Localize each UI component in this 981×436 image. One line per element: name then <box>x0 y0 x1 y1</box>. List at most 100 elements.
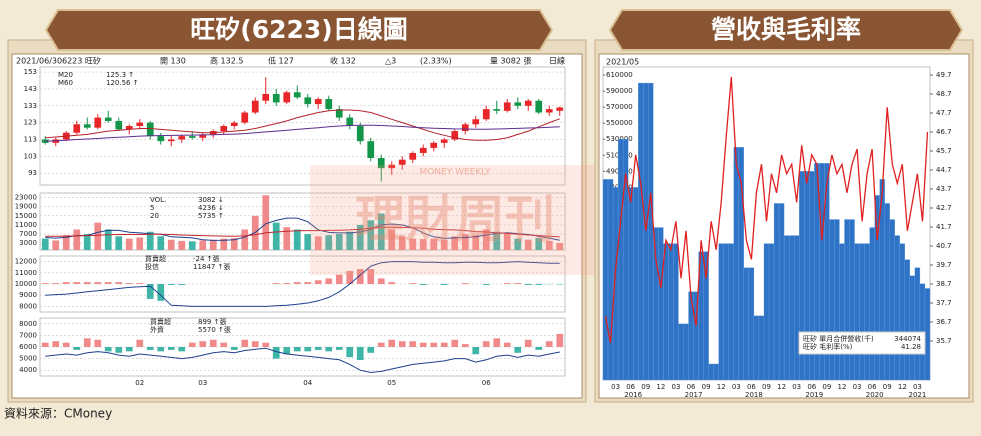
legend-value: -24 ↑張 <box>193 255 220 263</box>
y2-tick-label: 35.7 <box>936 337 952 345</box>
bar <box>115 282 123 284</box>
bar <box>262 195 270 250</box>
quote-item: (2.33%) <box>420 57 452 66</box>
bar <box>663 243 669 381</box>
y-tick-label: 143 <box>24 85 37 93</box>
bar <box>430 342 438 347</box>
x-tick-label: 12 <box>717 383 726 391</box>
x-tick-label: 06 <box>687 383 696 391</box>
plot-area <box>39 192 566 251</box>
bar <box>293 347 301 352</box>
y-tick-label: 133 <box>24 102 37 110</box>
bar <box>94 282 102 284</box>
bar <box>335 347 343 350</box>
bar <box>859 243 865 381</box>
bar <box>115 347 123 353</box>
bar <box>419 239 427 250</box>
x-tick-label: 09 <box>641 383 650 391</box>
legend-name: 買賣超 <box>145 254 166 263</box>
candle-body <box>157 136 165 142</box>
legend-name: 買賣超 <box>150 317 171 326</box>
year-label: 2017 <box>685 391 703 399</box>
quote-item: 低 127 <box>268 56 294 66</box>
bar <box>607 179 614 381</box>
bar <box>493 338 501 347</box>
bar <box>62 342 70 347</box>
y-tick-label: 123 <box>24 119 37 127</box>
bar <box>482 229 490 250</box>
x-tick-label: 06 <box>747 383 756 391</box>
bar <box>535 238 543 250</box>
bar <box>440 284 448 285</box>
bar <box>388 282 396 284</box>
bar <box>356 269 364 284</box>
legend-name: 旺矽 毛利率(%) <box>803 342 853 351</box>
bar <box>844 219 850 381</box>
bar <box>763 243 770 381</box>
x-tick-label: 02 <box>135 379 144 387</box>
quote-item: △3 <box>385 57 396 66</box>
series-line <box>45 217 560 241</box>
right-title: 營收與毛利率 <box>711 15 861 44</box>
y2-tick-label: 41.7 <box>936 223 952 231</box>
y2-tick-label: 43.7 <box>936 185 952 193</box>
candle-body <box>346 117 354 126</box>
bar <box>73 282 81 284</box>
legend-name: 旺矽 單月合併營收(千) <box>803 334 874 343</box>
legend-name: 外資 <box>150 325 164 334</box>
bar <box>146 347 154 350</box>
bar <box>377 278 385 284</box>
bar <box>283 283 291 284</box>
y-tick-label: 93 <box>28 169 37 177</box>
bar <box>783 235 790 381</box>
bar <box>230 347 238 350</box>
bar <box>713 363 719 381</box>
bar <box>367 220 375 250</box>
legend-value: 3082 ↓ <box>198 196 224 204</box>
bar <box>83 338 91 347</box>
bar <box>94 339 102 347</box>
candle-body <box>356 126 364 142</box>
y-tick-label: 113 <box>24 135 37 143</box>
bar <box>83 282 91 284</box>
candle-body <box>430 142 438 148</box>
bar <box>653 227 659 381</box>
bar <box>230 238 238 250</box>
y-tick-label: 7000 <box>19 331 37 339</box>
y2-tick-label: 39.7 <box>936 261 952 269</box>
x-tick-label: 06 <box>482 379 491 387</box>
x-tick-label: 12 <box>838 383 847 391</box>
bar <box>262 342 270 347</box>
candle-body <box>251 100 259 113</box>
legend-name: VOL. <box>150 196 166 204</box>
bar <box>628 187 634 381</box>
candle-body <box>482 109 490 120</box>
bar <box>272 283 280 284</box>
bar <box>524 284 532 285</box>
bar <box>304 347 312 352</box>
bar <box>335 234 343 250</box>
candle-body <box>440 139 448 143</box>
bar <box>440 239 448 250</box>
bar <box>178 240 186 250</box>
bar <box>524 339 532 347</box>
candle-body <box>94 117 102 128</box>
bar <box>738 147 745 381</box>
candle-body <box>514 102 522 106</box>
y-tick-label: 610000 <box>606 71 633 79</box>
bar <box>346 231 354 250</box>
candle-body <box>419 147 427 153</box>
bar <box>638 82 644 381</box>
bar <box>167 239 175 250</box>
candle-body <box>335 109 343 118</box>
candle-body <box>241 112 249 123</box>
quote-item: 6223 旺矽 <box>62 56 101 66</box>
bar <box>398 341 406 347</box>
candle-body <box>220 126 228 132</box>
legend-name: 20 <box>150 212 159 220</box>
series-line <box>45 226 560 238</box>
y-tick-label: 5000 <box>19 355 37 363</box>
year-label: 2018 <box>745 391 763 399</box>
bar <box>648 82 654 381</box>
